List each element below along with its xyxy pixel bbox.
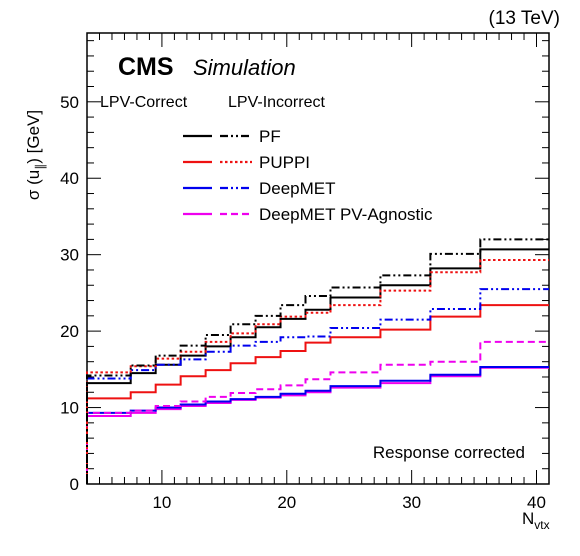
energy-label: (13 TeV): [489, 8, 560, 29]
y-axis-title-subscript: ∥: [33, 164, 47, 170]
y-axis-title: σ (u∥) [GeV]: [24, 110, 47, 200]
x-axis-title-main: N: [522, 509, 534, 528]
legend-label: PUPPI: [259, 153, 310, 172]
series-puppi-lpv-correct: [86, 304, 549, 484]
y-tick-label: 10: [60, 399, 79, 418]
plot-frame: [86, 32, 550, 485]
y-axis-title-main: σ (u: [24, 170, 43, 200]
axis-tick-labels: 10 20 30 40 0 10 20 30 40 50: [60, 93, 546, 512]
annotation-response-corrected: Response corrected: [373, 443, 525, 462]
series-deepmet-pv-agnostic-lpv-incorrect: [86, 340, 549, 484]
y-tick-label: 0: [70, 475, 79, 494]
series-group: [86, 238, 549, 484]
x-axis-title-subscript: vtx: [534, 518, 549, 532]
experiment-subtitle: Simulation: [193, 55, 296, 80]
legend-label: DeepMET PV-Agnostic: [259, 205, 433, 224]
x-tick-label: 40: [527, 493, 546, 512]
legend: PF PUPPI DeepMET DeepMET PV-Agnostic: [183, 127, 433, 224]
y-tick-label: 30: [60, 246, 79, 265]
legend-label: PF: [259, 127, 281, 146]
legend-label: DeepMET: [259, 179, 336, 198]
x-tick-label: 20: [277, 493, 296, 512]
x-tick-label: 10: [152, 493, 171, 512]
experiment-label: CMS: [118, 53, 174, 81]
series-puppi-lpv-incorrect: [86, 259, 549, 484]
legend-header-correct: LPV-Correct: [100, 94, 188, 111]
y-tick-label: 40: [60, 169, 79, 188]
series-deepmet-lpv-incorrect: [86, 288, 549, 484]
y-tick-label: 20: [60, 322, 79, 341]
series-pf-lpv-incorrect: [86, 238, 549, 484]
y-tick-label: 50: [60, 93, 79, 112]
y-axis-title-unit: ) [GeV]: [24, 110, 43, 164]
x-tick-label: 30: [402, 493, 421, 512]
axis-ticks: [87, 33, 550, 485]
legend-header-incorrect: LPV-Incorrect: [228, 94, 325, 111]
x-axis-title: Nvtx: [522, 509, 550, 532]
